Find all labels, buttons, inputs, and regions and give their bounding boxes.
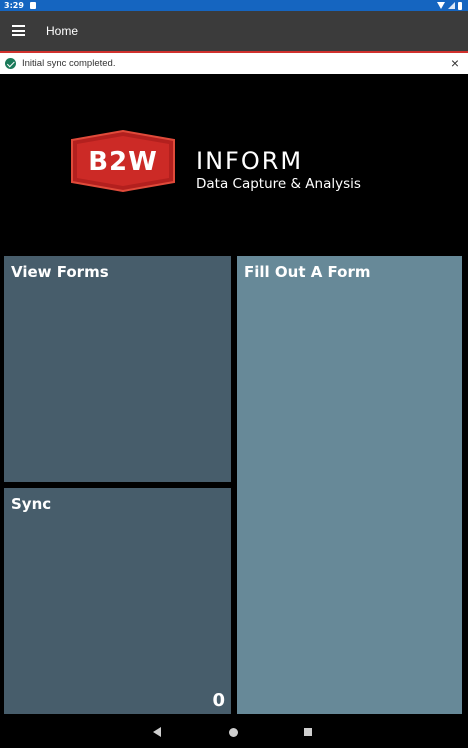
- system-nav-bar: [0, 716, 468, 748]
- notification-icon: [30, 2, 36, 9]
- page-title: Home: [46, 24, 79, 38]
- view-forms-label: View Forms: [11, 263, 109, 281]
- app-bar: Home: [0, 11, 468, 53]
- banner-message: Initial sync completed.: [22, 58, 116, 69]
- sync-status-banner: Initial sync completed. ×: [0, 53, 468, 74]
- status-time: 3:29: [4, 1, 24, 10]
- view-forms-tile[interactable]: View Forms: [4, 256, 231, 482]
- close-icon[interactable]: ×: [450, 55, 460, 71]
- check-circle-icon: [5, 58, 16, 69]
- home-icon[interactable]: [229, 728, 238, 737]
- status-bar: 3:29: [0, 0, 468, 11]
- wifi-icon: [437, 2, 445, 9]
- brand-subtitle: Data Capture & Analysis: [196, 176, 361, 192]
- recent-apps-icon[interactable]: [304, 728, 312, 736]
- sync-tile[interactable]: Sync 0: [4, 488, 231, 714]
- sync-label: Sync: [11, 495, 52, 513]
- battery-icon: [458, 1, 462, 10]
- fill-out-form-label: Fill Out A Form: [244, 263, 371, 281]
- signal-icon: [448, 2, 455, 9]
- hamburger-menu-icon[interactable]: [12, 25, 25, 36]
- status-icons: [437, 1, 462, 10]
- brand-title: INFORM: [196, 147, 304, 175]
- sync-count: 0: [212, 690, 225, 711]
- back-icon[interactable]: [153, 727, 161, 737]
- logo-text: B2W: [88, 147, 158, 177]
- fill-out-form-tile[interactable]: Fill Out A Form: [237, 256, 462, 714]
- brand-logo-area: B2W INFORM Data Capture & Analysis: [68, 130, 408, 200]
- b2w-logo: B2W: [71, 130, 175, 192]
